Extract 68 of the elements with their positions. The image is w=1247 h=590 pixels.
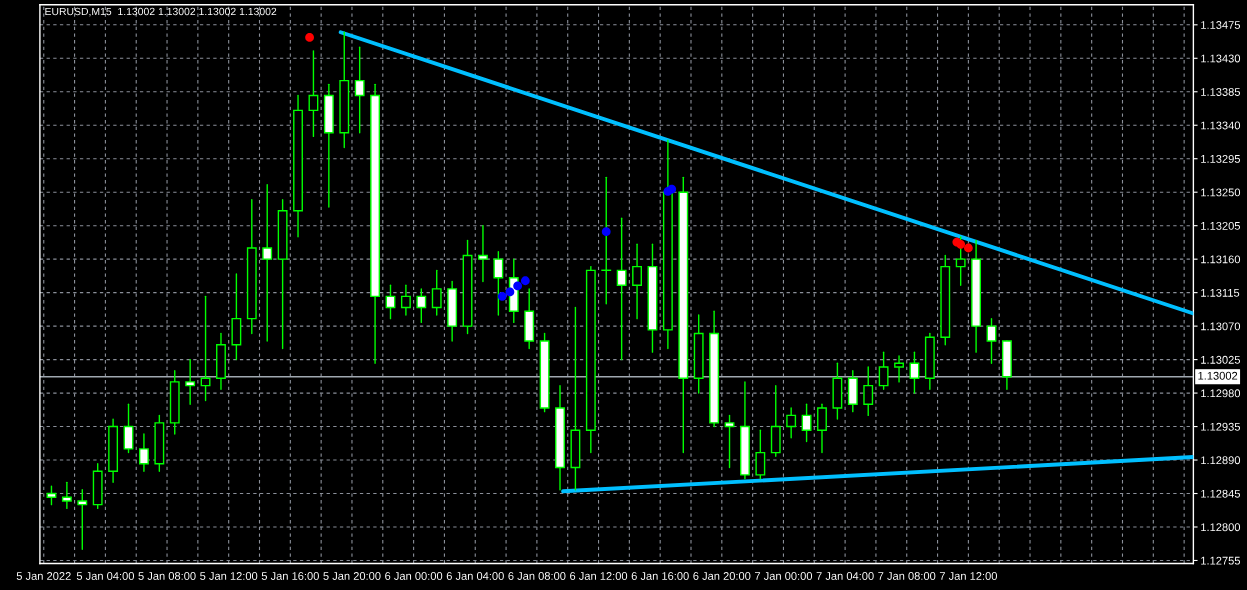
candlestick [894, 355, 904, 383]
x-tick-label: 7 Jan 08:00 [878, 572, 936, 580]
candlestick [863, 366, 874, 417]
y-tick-label: 1.12935 [1201, 422, 1241, 431]
candlestick [724, 414, 735, 469]
y-tick-label: 1.13385 [1201, 88, 1241, 96]
candlestick [123, 403, 134, 454]
point [497, 291, 507, 301]
y-tick-label: 1.13430 [1201, 54, 1241, 63]
candlestick [138, 433, 149, 472]
x-tick-label: 7 Jan 04:00 [816, 572, 874, 580]
y-tick-label: 1.12890 [1201, 456, 1241, 465]
x-tick-label: 5 Jan 20:00 [323, 572, 381, 580]
x-tick-label: 5 Jan 04:00 [76, 572, 134, 580]
candlestick [909, 351, 920, 394]
candlestick [400, 284, 411, 316]
y-tick-label: 1.13160 [1201, 255, 1241, 264]
y-tick-label: 1.13250 [1201, 188, 1241, 197]
x-tick-label: 6 Jan 04:00 [446, 572, 504, 580]
x-tick-label: 5 Jan 16:00 [261, 572, 319, 580]
x-tick-label: 5 Jan 12:00 [200, 572, 258, 580]
y-tick-label: 1.13475 [1201, 21, 1241, 29]
candlestick [416, 288, 427, 324]
candlestick [431, 269, 442, 316]
y-tick-label: 1.12755 [1201, 556, 1241, 565]
y-tick-label: 1.13295 [1201, 154, 1241, 163]
candlestick [878, 351, 889, 391]
candlestick [77, 489, 88, 551]
x-tick-label: 6 Jan 08:00 [508, 572, 566, 580]
x-tick-label: 5 Jan 08:00 [138, 572, 196, 580]
candlestick [786, 407, 797, 439]
x-tick-label: 7 Jan 00:00 [755, 572, 813, 580]
y-tick-label: 1.12845 [1201, 489, 1241, 498]
candlestick [817, 403, 827, 454]
candlestick [46, 485, 57, 506]
chart-title: EURUSD,M15 1.13002 1.13002 1.13002 1.13002 [45, 7, 277, 17]
candlestick [61, 481, 72, 510]
x-tick-label: 6 Jan 00:00 [385, 572, 443, 580]
candlestick [755, 429, 766, 480]
y-tick-label: 1.13205 [1201, 221, 1241, 230]
y-tick-label: 1.13070 [1201, 322, 1241, 331]
point [513, 281, 523, 291]
x-tick-label: 5 Jan 2022 [16, 572, 71, 580]
point [667, 184, 677, 194]
y-tick-label: 1.12800 [1201, 523, 1241, 532]
candlestick [801, 403, 812, 443]
y-tick-label: 1.13340 [1201, 121, 1241, 130]
point [963, 243, 973, 253]
y-tick-label: 1.13115 [1201, 288, 1240, 297]
x-tick-label: 6 Jan 16:00 [631, 572, 689, 580]
candlestick [354, 46, 365, 134]
candlestick [185, 358, 196, 405]
y-tick-label: 1.12980 [1201, 389, 1241, 398]
point [520, 276, 530, 286]
y-tick-label: 1.13025 [1201, 355, 1241, 364]
x-tick-label: 7 Jan 12:00 [939, 572, 997, 580]
candlestick [262, 184, 273, 342]
candlestick [308, 50, 319, 138]
candlestick [632, 243, 642, 320]
ref-line-label: 1.13002 [1198, 371, 1238, 380]
candlestick [478, 224, 488, 283]
point [601, 227, 611, 237]
candlestick [616, 217, 627, 361]
x-tick-label: 6 Jan 12:00 [570, 572, 628, 580]
x-tick-label: 6 Jan 20:00 [693, 572, 751, 580]
candlestick [986, 317, 997, 365]
point [956, 239, 966, 249]
point [305, 33, 314, 42]
